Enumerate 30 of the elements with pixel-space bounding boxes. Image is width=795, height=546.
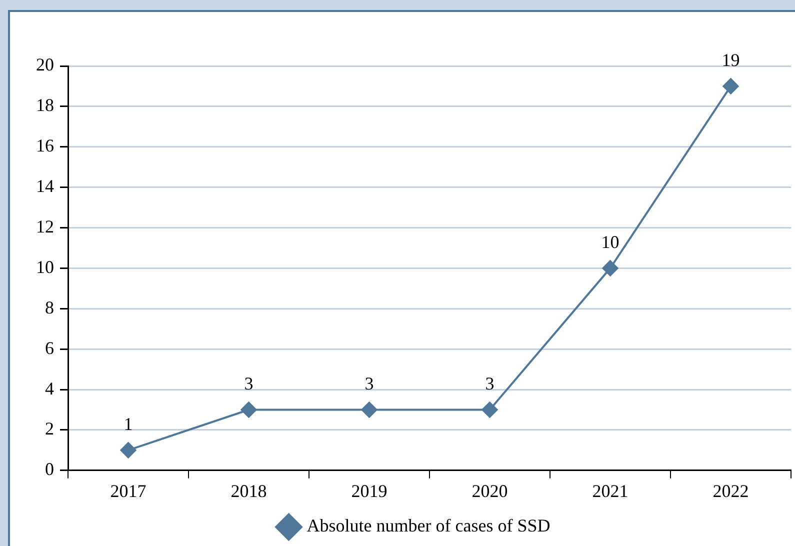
y-tick-label: 2 <box>45 418 54 439</box>
data-label: 3 <box>485 373 494 394</box>
y-tick-label: 4 <box>45 378 54 398</box>
x-tick-label: 2017 <box>110 480 146 501</box>
point <box>361 402 378 418</box>
y-tick-label: 18 <box>36 95 54 116</box>
legend-label: Absolute number of cases of SSD <box>306 516 550 536</box>
point <box>722 78 739 94</box>
y-tick-label: 6 <box>45 338 54 358</box>
y-tick-label: 0 <box>45 459 54 480</box>
y-tick-label: 14 <box>36 176 54 196</box>
point <box>482 402 498 418</box>
x-tick-label: 2018 <box>230 480 267 501</box>
x-tick-label: 2019 <box>351 480 388 501</box>
x-tick-label: 2021 <box>592 480 628 501</box>
x-tick-label: 2020 <box>472 480 508 501</box>
point <box>120 442 136 458</box>
y-tick-label: 20 <box>36 54 54 75</box>
y-tick-label: 10 <box>36 256 54 277</box>
data-label: 1 <box>124 414 133 434</box>
data-label: 19 <box>722 50 740 70</box>
x-tick-label: 2022 <box>712 480 749 501</box>
y-tick-label: 8 <box>45 297 54 318</box>
data-label: 10 <box>601 232 620 252</box>
data-label: 3 <box>244 373 254 394</box>
data-label: 3 <box>364 373 374 394</box>
point <box>602 260 618 276</box>
point <box>240 402 257 418</box>
y-tick-label: 12 <box>36 216 54 236</box>
y-tick-label: 16 <box>36 136 54 156</box>
